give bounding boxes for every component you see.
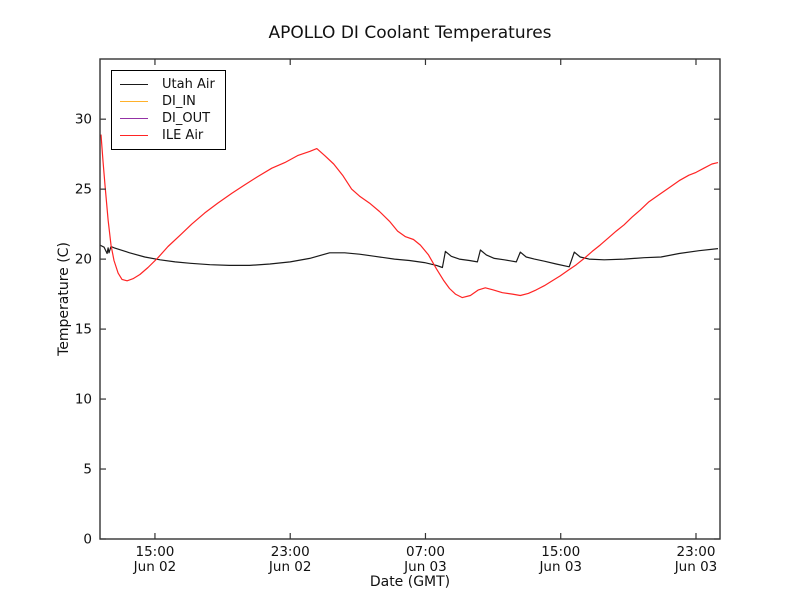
- legend-item-di-in: DI_IN: [120, 93, 215, 110]
- x-tick-label-date: Jun 03: [538, 559, 582, 575]
- x-tick-label-time: 15:00: [541, 544, 580, 560]
- y-tick-label: 10: [75, 392, 92, 408]
- y-tick-label: 20: [75, 252, 92, 268]
- legend-item-utah-air: Utah Air: [120, 76, 215, 93]
- legend-line-swatch: [120, 101, 148, 102]
- x-tick-label-time: 23:00: [677, 544, 716, 560]
- y-tick-label: 25: [75, 182, 92, 198]
- legend-line-swatch: [120, 84, 148, 85]
- legend-item-di-out: DI_OUT: [120, 110, 215, 127]
- y-tick-label: 30: [75, 112, 92, 128]
- legend-label: Utah Air: [162, 77, 215, 92]
- legend-box: Utah Air DI_IN DI_OUT ILE Air: [111, 70, 226, 150]
- series-line-ile-air: [100, 134, 719, 299]
- x-tick-label-time: 23:00: [271, 544, 310, 560]
- legend-label: DI_OUT: [162, 111, 211, 126]
- legend-label: DI_IN: [162, 94, 196, 109]
- x-tick-label-date: Jun 03: [674, 559, 718, 575]
- x-tick-label-date: Jun 03: [403, 559, 447, 575]
- legend-item-ile-air: ILE Air: [120, 127, 215, 144]
- x-tick-label-time: 15:00: [135, 544, 174, 560]
- y-tick-label: 15: [75, 322, 92, 338]
- x-tick-label-time: 07:00: [406, 544, 445, 560]
- legend-line-swatch: [120, 118, 148, 119]
- x-tick-label-date: Jun 02: [268, 559, 312, 575]
- legend-label: ILE Air: [162, 128, 204, 143]
- series-line-utah-air: [99, 244, 719, 269]
- chart-title: APOLLO DI Coolant Temperatures: [268, 23, 552, 43]
- x-axis-label: Date (GMT): [369, 574, 451, 590]
- y-tick-label: 0: [83, 532, 92, 548]
- y-tick-label: 5: [83, 462, 92, 478]
- x-tick-label-date: Jun 02: [133, 559, 177, 575]
- legend-line-swatch: [120, 135, 148, 136]
- axes-frame: [99, 58, 721, 540]
